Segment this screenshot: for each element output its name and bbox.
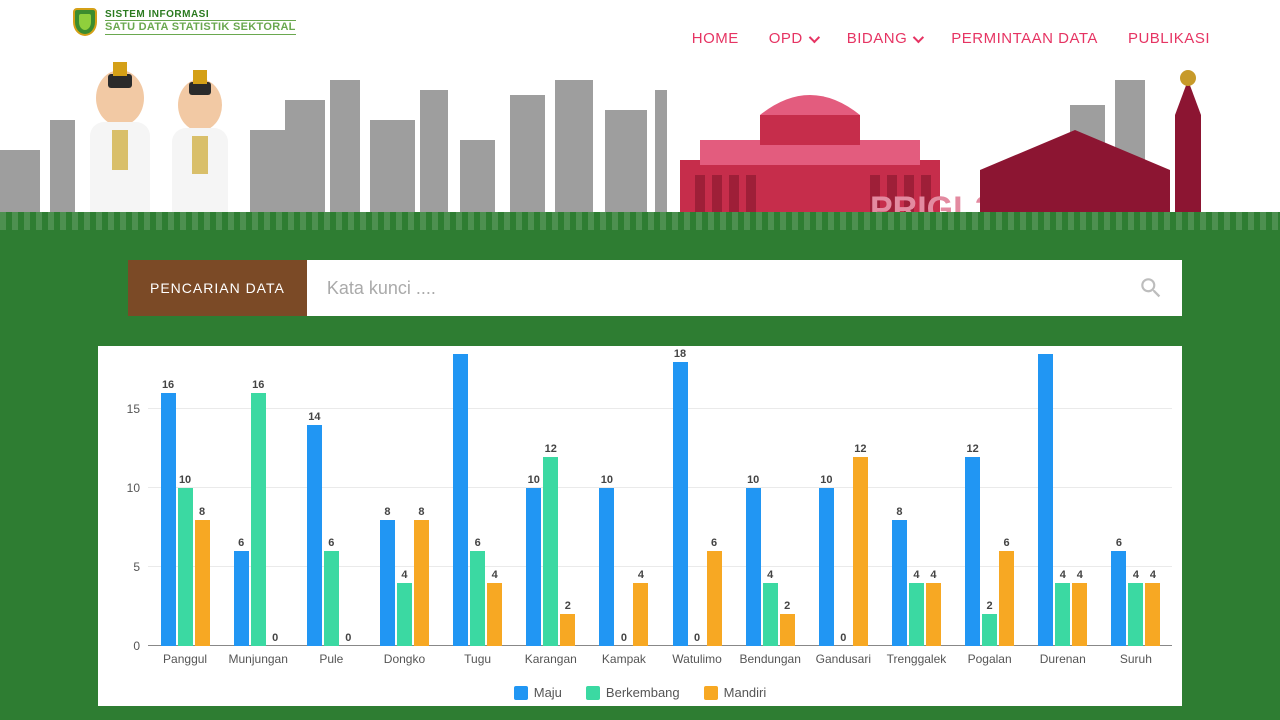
logo-line1: SISTEM INFORMASI xyxy=(105,10,296,20)
bar: 8 xyxy=(380,520,395,646)
bar: 10 xyxy=(746,488,761,646)
x-axis-label: Durenan xyxy=(1027,646,1099,666)
bar: 6 xyxy=(707,551,722,646)
x-axis-label: Suruh xyxy=(1100,646,1172,666)
chart-group: 1806Watulimo xyxy=(660,354,733,646)
chart-group: 644Suruh xyxy=(1099,354,1172,646)
chart-group: 1226Pogalan xyxy=(953,354,1026,646)
x-axis-label: Pogalan xyxy=(954,646,1026,666)
bar: 4 xyxy=(1145,583,1160,646)
bar: 4 xyxy=(1055,583,1070,646)
shield-icon xyxy=(73,8,97,36)
legend-item: Mandiri xyxy=(704,685,767,700)
x-axis-label: Tugu xyxy=(442,646,514,666)
bar: 18 xyxy=(673,362,688,646)
logo-line2: SATU DATA STATISTIK SEKTORAL xyxy=(105,20,296,35)
bar: 6 xyxy=(234,551,249,646)
chart-group: 1460Pule xyxy=(294,354,367,646)
legend-item: Berkembang xyxy=(586,685,680,700)
nav-opd[interactable]: OPD xyxy=(769,30,817,47)
chart-group: 844Trenggalek xyxy=(879,354,952,646)
bar: 10 xyxy=(819,488,834,646)
chart-group: 1004Kampak xyxy=(587,354,660,646)
chart-group: 16108Panggul xyxy=(148,354,221,646)
nav-publikasi[interactable]: PUBLIKASI xyxy=(1128,30,1210,47)
grouped-bar-chart: 05101516108Panggul6160Munjungan1460Pule8… xyxy=(148,354,1172,646)
search-label: PENCARIAN DATA xyxy=(128,260,307,316)
chart-group: 2044Durenan xyxy=(1026,354,1099,646)
x-axis-label: Karangan xyxy=(515,646,587,666)
chart-group: 10122Karangan xyxy=(514,354,587,646)
bar: 10 xyxy=(599,488,614,646)
bar: 4 xyxy=(397,583,412,646)
x-axis-label: Munjungan xyxy=(222,646,294,666)
x-axis-label: Panggul xyxy=(149,646,221,666)
main-nav: HOME OPD BIDANG PERMINTAAN DATA PUBLIKAS… xyxy=(692,30,1210,47)
bar: 8 xyxy=(414,520,429,646)
nav-home[interactable]: HOME xyxy=(692,30,739,47)
bar: 2 xyxy=(780,614,795,646)
bar: 2 xyxy=(982,614,997,646)
bar: 4 xyxy=(633,583,648,646)
bar: 6 xyxy=(324,551,339,646)
chart-group: 10012Gandusari xyxy=(806,354,879,646)
bar: 20 xyxy=(1038,354,1053,646)
header: SISTEM INFORMASI SATU DATA STATISTIK SEK… xyxy=(0,0,1280,230)
x-axis-label: Trenggalek xyxy=(880,646,952,666)
chart-group: 1042Bendungan xyxy=(733,354,806,646)
bar: 4 xyxy=(763,583,778,646)
bar: 12 xyxy=(543,457,558,646)
nav-bidang[interactable]: BIDANG xyxy=(847,30,922,47)
bar: 8 xyxy=(195,520,210,646)
bar: 6 xyxy=(999,551,1014,646)
search-button[interactable] xyxy=(1120,260,1182,316)
nav-permintaan-data[interactable]: PERMINTAAN DATA xyxy=(951,30,1098,47)
x-axis-label: Pule xyxy=(295,646,367,666)
chart-legend: Maju Berkembang Mandiri xyxy=(98,685,1182,700)
x-axis-label: Dongko xyxy=(368,646,440,666)
x-axis-label: Kampak xyxy=(588,646,660,666)
chart-group: 2064Tugu xyxy=(441,354,514,646)
bar: 10 xyxy=(526,488,541,646)
legend-item: Maju xyxy=(514,685,562,700)
bar: 4 xyxy=(1072,583,1087,646)
bar: 4 xyxy=(909,583,924,646)
site-logo[interactable]: SISTEM INFORMASI SATU DATA STATISTIK SEK… xyxy=(73,8,296,36)
x-axis-label: Watulimo xyxy=(661,646,733,666)
bar: 8 xyxy=(892,520,907,646)
x-axis-label: Bendungan xyxy=(734,646,806,666)
search-bar: PENCARIAN DATA xyxy=(128,260,1182,316)
officials-photo xyxy=(50,50,260,230)
chevron-down-icon xyxy=(809,31,820,42)
chart-group: 848Dongko xyxy=(367,354,440,646)
banner-bottom-strip xyxy=(0,212,1280,230)
bar: 2 xyxy=(560,614,575,646)
bar: 20 xyxy=(453,354,468,646)
bar: 16 xyxy=(251,393,266,646)
bar: 6 xyxy=(1111,551,1126,646)
chart-group: 6160Munjungan xyxy=(221,354,294,646)
bar: 4 xyxy=(1128,583,1143,646)
bar: 12 xyxy=(965,457,980,646)
x-axis-label: Gandusari xyxy=(807,646,879,666)
search-input[interactable] xyxy=(307,260,1120,316)
bar: 16 xyxy=(161,393,176,646)
bar: 12 xyxy=(853,457,868,646)
bar: 4 xyxy=(926,583,941,646)
search-icon xyxy=(1138,275,1164,301)
chevron-down-icon xyxy=(913,31,924,42)
bar: 6 xyxy=(470,551,485,646)
chart-card: 05101516108Panggul6160Munjungan1460Pule8… xyxy=(98,346,1182,706)
bar: 4 xyxy=(487,583,502,646)
bar: 10 xyxy=(178,488,193,646)
bar: 14 xyxy=(307,425,322,646)
